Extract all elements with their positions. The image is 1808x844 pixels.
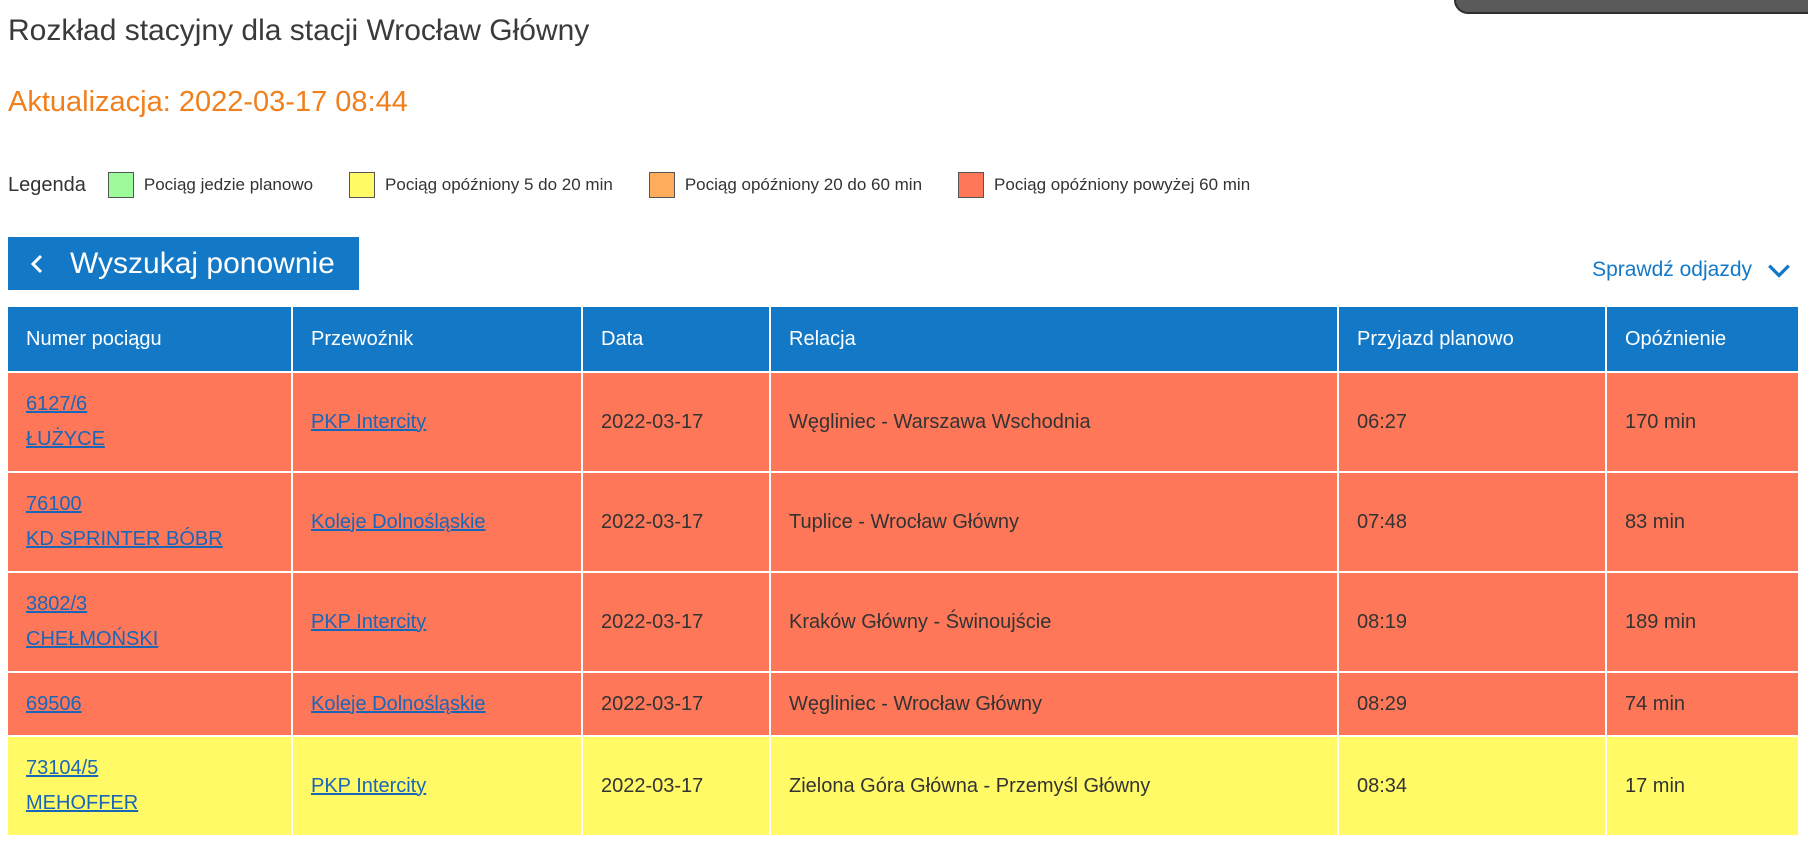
delay-cell: 74 min [1606, 671, 1798, 736]
train-number-link[interactable]: 73104/5 [26, 757, 99, 779]
route-cell: Zielona Góra Główna - Przemyśl Główny [770, 735, 1339, 835]
legend-label: Pociąg jedzie planowo [143, 175, 314, 194]
legend-label: Pociąg opóźniony 5 do 20 min [385, 175, 613, 194]
arrivals-table: Numer pociągu Przewoźnik Data Relacja Pr… [8, 307, 1798, 835]
carrier-link[interactable]: Koleje Dolnośląskie [311, 510, 486, 533]
check-departures-label: Sprawdź odjazdy [1592, 258, 1752, 281]
train-name-link[interactable]: MEHOFFER [26, 792, 139, 814]
train-cell: 3802/3 CHEŁMOŃSKI [8, 571, 293, 672]
train-name-link[interactable]: ŁUŻYCE [26, 428, 105, 450]
carrier-link[interactable]: PKP Intercity [311, 610, 427, 633]
train-number-link[interactable]: 3802/3 [26, 593, 88, 615]
route-cell: Węgliniec - Warszawa Wschodnia [770, 371, 1339, 472]
train-number-link[interactable]: 69506 [26, 692, 82, 715]
legend-label: Pociąg opóźniony 20 do 60 min [684, 175, 923, 194]
train-name-link[interactable]: KD SPRINTER BÓBR [26, 528, 223, 550]
table-row: 73104/5 MEHOFFER PKP Intercity 2022-03-1… [8, 735, 1798, 835]
carrier-cell: PKP Intercity [292, 735, 583, 835]
planned-arrival-cell: 08:19 [1338, 571, 1607, 672]
train-number-link[interactable]: 76100 [26, 493, 82, 515]
table-row: 69506 Koleje Dolnośląskie 2022-03-17 Węg… [8, 671, 1798, 736]
legend-item-delay-over-60: Pociąg opóźniony powyżej 60 min [958, 172, 1250, 198]
legend-item-delay-5-20: Pociąg opóźniony 5 do 20 min [349, 172, 613, 198]
header-train-number: Numer pociągu [8, 307, 293, 372]
carrier-cell: PKP Intercity [292, 571, 583, 672]
table-header-row: Numer pociągu Przewoźnik Data Relacja Pr… [8, 307, 1798, 372]
search-again-label: Wyszukaj ponownie [70, 246, 335, 280]
legend-swatch-delay-5-20 [349, 172, 376, 198]
delay-cell: 189 min [1606, 571, 1798, 672]
train-cell: 76100 KD SPRINTER BÓBR [8, 471, 293, 572]
delay-cell: 170 min [1606, 371, 1798, 472]
carrier-link[interactable]: Koleje Dolnośląskie [311, 692, 486, 715]
carrier-cell: Koleje Dolnośląskie [292, 671, 583, 736]
table-row: 76100 KD SPRINTER BÓBR Koleje Dolnośląsk… [8, 471, 1798, 572]
train-cell: 6127/6 ŁUŻYCE [8, 371, 293, 472]
header-route: Relacja [770, 307, 1339, 372]
route-cell: Węgliniec - Wrocław Główny [770, 671, 1339, 736]
carrier-link[interactable]: PKP Intercity [311, 410, 427, 433]
date-cell: 2022-03-17 [582, 571, 771, 672]
header-carrier: Przewoźnik [292, 307, 583, 372]
train-name-link[interactable]: CHEŁMOŃSKI [26, 628, 159, 650]
legend-title: Legenda [8, 173, 86, 196]
update-timestamp: Aktualizacja: 2022-03-17 08:44 [8, 86, 408, 118]
route-cell: Tuplice - Wrocław Główny [770, 471, 1339, 572]
legend-swatch-delay-20-60 [648, 172, 675, 198]
search-again-button[interactable]: Wyszukaj ponownie [8, 237, 359, 290]
carrier-cell: PKP Intercity [292, 371, 583, 472]
date-cell: 2022-03-17 [582, 671, 771, 736]
carrier-cell: Koleje Dolnośląskie [292, 471, 583, 572]
header-delay: Opóźnienie [1606, 307, 1798, 372]
legend-swatch-on-time [107, 172, 134, 198]
delay-cell: 83 min [1606, 471, 1798, 572]
legend-label: Pociąg opóźniony powyżej 60 min [994, 175, 1251, 194]
planned-arrival-cell: 07:48 [1338, 471, 1607, 572]
chevron-left-icon [30, 254, 43, 273]
legend-swatch-delay-over-60 [958, 172, 985, 198]
header-planned-arrival: Przyjazd planowo [1338, 307, 1607, 372]
window-overlay-edge [1454, 0, 1808, 14]
date-cell: 2022-03-17 [582, 735, 771, 835]
planned-arrival-cell: 08:29 [1338, 671, 1607, 736]
legend: Legenda Pociąg jedzie planowo Pociąg opó… [8, 168, 1286, 202]
train-number-link[interactable]: 6127/6 [26, 393, 88, 415]
train-cell: 73104/5 MEHOFFER [8, 735, 293, 835]
delay-cell: 17 min [1606, 735, 1798, 835]
date-cell: 2022-03-17 [582, 371, 771, 472]
carrier-link[interactable]: PKP Intercity [311, 774, 427, 797]
page-title: Rozkład stacyjny dla stacji Wrocław Głów… [8, 14, 590, 47]
header-date: Data [582, 307, 771, 372]
legend-item-on-time: Pociąg jedzie planowo [107, 172, 314, 198]
planned-arrival-cell: 08:34 [1338, 735, 1607, 835]
legend-item-delay-20-60: Pociąg opóźniony 20 do 60 min [648, 172, 923, 198]
table-row: 3802/3 CHEŁMOŃSKI PKP Intercity 2022-03-… [8, 571, 1798, 672]
train-cell: 69506 [8, 671, 293, 736]
table-row: 6127/6 ŁUŻYCE PKP Intercity 2022-03-17 W… [8, 371, 1798, 472]
route-cell: Kraków Główny - Świnoujście [770, 571, 1339, 672]
chevron-down-icon [1768, 264, 1790, 278]
date-cell: 2022-03-17 [582, 471, 771, 572]
check-departures-toggle[interactable]: Sprawdź odjazdy [1592, 257, 1792, 283]
planned-arrival-cell: 06:27 [1338, 371, 1607, 472]
